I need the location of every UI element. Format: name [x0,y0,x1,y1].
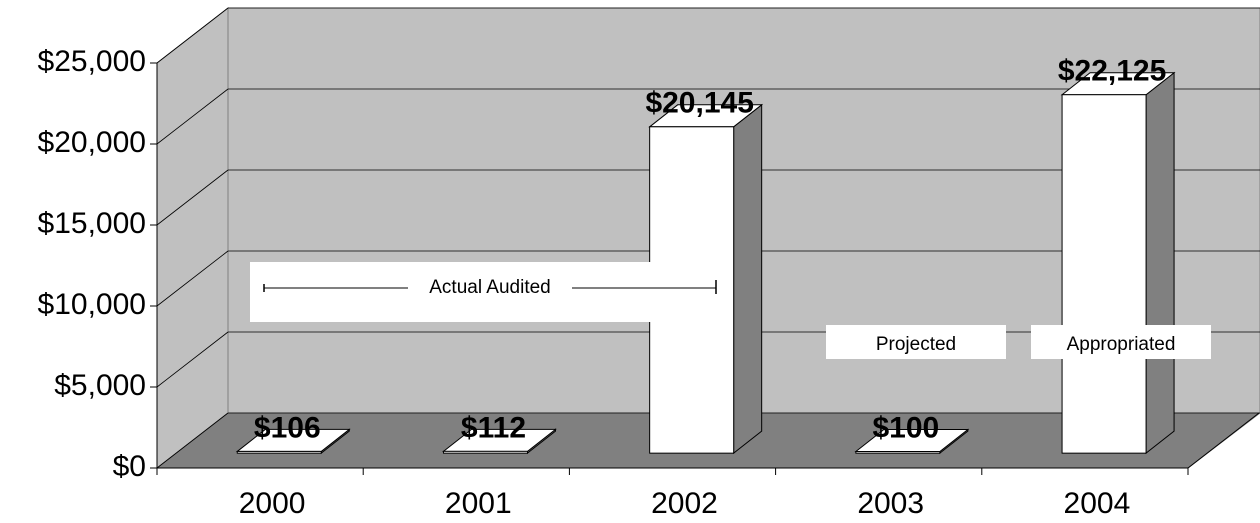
y-tick-label: $0 [113,450,146,483]
bar-side [1145,71,1175,455]
x-tick-label: 2004 [1064,487,1131,520]
x-tick-label: 2001 [445,487,512,520]
x-tick-label: 2003 [857,487,924,520]
bar [855,451,941,454]
y-tick-label: $20,000 [38,126,146,159]
annotation-box [250,262,728,322]
value-label: $100 [872,411,939,444]
value-label: $112 [461,411,526,444]
bar [236,450,322,454]
grid-line [156,7,229,64]
value-label: $106 [254,411,321,444]
value-label: $20,145 [645,87,753,120]
grid-line [156,331,229,388]
x-tick-label: 2002 [651,487,718,520]
annotation: Appropriated [1067,334,1176,355]
value-label: $22,125 [1058,55,1166,88]
x-axis [1187,412,1260,469]
grid-line [156,169,229,226]
y-tick-label: $10,000 [38,288,146,321]
annotation-box [1031,325,1211,359]
grid-line [156,88,229,145]
y-tick-label: $25,000 [38,45,146,78]
annotation: Actual Audited [429,277,550,298]
y-tick-label: $5,000 [54,369,146,402]
annotation-box [826,325,1006,359]
side-wall [156,6,229,470]
bar [442,450,528,454]
bar-side [733,103,763,455]
axes: $0 $5,000 $10,000 $15,000 $20,000 $25,000 2000… [38,45,1260,520]
y-tick-label: $15,000 [38,207,146,240]
bar [1061,94,1147,454]
grid-line [156,250,229,307]
grid-line [156,412,229,469]
x-tick-label: 2000 [239,487,306,520]
annotation: Projected [876,334,956,355]
